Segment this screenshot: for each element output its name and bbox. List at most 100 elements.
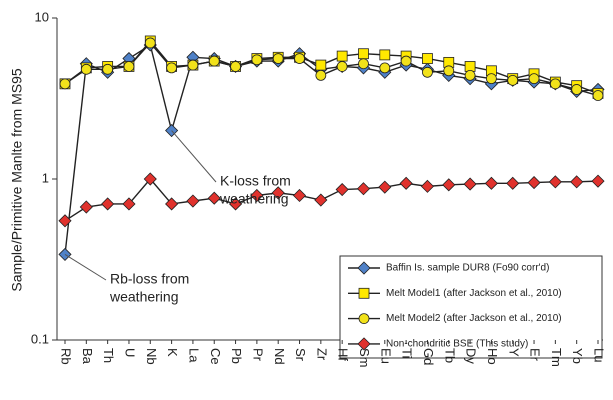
marker [336, 50, 348, 62]
marker [485, 73, 497, 85]
marker [143, 172, 157, 186]
marker [358, 287, 370, 299]
marker [102, 63, 114, 75]
annotation-text: weathering [219, 191, 289, 207]
marker [186, 194, 200, 208]
x-tick-label: Eu [378, 348, 393, 364]
x-tick-label: Tm [549, 348, 564, 367]
marker [271, 186, 285, 200]
legend-label: Melt Model1 (after Jackson et al., 2010) [386, 288, 562, 299]
marker [230, 61, 241, 72]
marker [549, 78, 561, 90]
annotation-text: weathering [109, 289, 179, 305]
marker [464, 70, 476, 81]
x-tick-label: Nb [144, 348, 159, 365]
marker [166, 62, 178, 74]
marker [422, 53, 433, 64]
marker [59, 78, 71, 90]
marker [422, 66, 433, 78]
marker [58, 214, 72, 228]
marker [548, 175, 562, 189]
x-tick-label: Yb [570, 348, 585, 364]
marker [358, 58, 369, 70]
marker [528, 73, 540, 85]
x-tick-label: Ho [485, 348, 500, 365]
marker [336, 61, 348, 72]
marker [208, 55, 220, 67]
annotation-leader [64, 254, 107, 281]
marker [251, 54, 263, 66]
marker [527, 176, 541, 190]
marker [442, 178, 456, 192]
series-line [64, 177, 599, 222]
marker [122, 197, 136, 211]
marker [123, 61, 135, 72]
x-tick-label: Sr [293, 348, 308, 362]
x-tick-label: Rb [59, 348, 74, 365]
marker [144, 37, 156, 49]
marker [335, 182, 349, 197]
marker [592, 90, 604, 101]
marker [443, 65, 455, 77]
marker [315, 59, 327, 71]
legend-label: Melt Model2 (after Jackson et al., 2010) [386, 313, 562, 324]
x-tick-label: Lu [592, 348, 607, 362]
marker [484, 176, 498, 190]
legend [339, 255, 603, 359]
marker [58, 247, 72, 261]
marker [399, 176, 413, 190]
marker [294, 53, 305, 64]
x-tick-label: Er [528, 348, 543, 362]
marker [507, 74, 519, 86]
marker [79, 200, 93, 214]
x-tick-label: Th [101, 348, 116, 363]
x-tick-label: Ba [80, 348, 95, 365]
marker [591, 174, 605, 188]
marker [357, 261, 371, 275]
marker [400, 55, 412, 67]
marker [379, 62, 391, 74]
marker [315, 70, 327, 81]
x-tick-label: U [123, 348, 138, 357]
marker [314, 193, 328, 207]
marker [463, 177, 477, 191]
marker [358, 48, 369, 60]
marker [378, 180, 392, 194]
marker [165, 197, 179, 211]
series-line [64, 41, 599, 97]
x-tick-label: Pr [250, 348, 265, 362]
legend-label: Non-chondritic BSE (This study) [386, 339, 528, 350]
y-axis-label: Sample/Primitive Manlte from MS95 [9, 68, 25, 292]
marker [420, 179, 435, 193]
y-tick-label: 0.1 [31, 331, 49, 346]
marker [207, 191, 221, 205]
marker [464, 61, 476, 72]
marker [571, 84, 583, 95]
marker [250, 188, 264, 203]
marker [506, 176, 520, 190]
marker [80, 63, 92, 75]
annotation-text: Rb-loss from [110, 271, 189, 287]
marker [356, 182, 371, 196]
x-tick-label: Y [506, 348, 521, 357]
x-tick-label: Hf [336, 348, 351, 361]
x-tick-label: Nd [272, 348, 287, 365]
y-tick-label: 10 [35, 9, 49, 24]
x-tick-label: Sm [357, 348, 372, 368]
marker [272, 53, 284, 64]
x-tick-label: Zr [314, 348, 329, 361]
marker [187, 59, 199, 71]
marker [357, 337, 371, 351]
y-tick-label: 1 [42, 170, 49, 185]
marker [228, 197, 243, 211]
marker [101, 197, 115, 211]
x-tick-label: Ce [208, 348, 223, 365]
legend-label: Baffin Is. sample DUR8 (Fo90 corr'd) [386, 263, 549, 274]
x-tick-label: Pb [229, 348, 244, 364]
x-tick-label: Ti [400, 348, 415, 358]
annotation-leader [171, 130, 217, 183]
marker [570, 175, 584, 189]
x-tick-label: La [186, 348, 201, 363]
annotation-text: K-loss from [220, 173, 291, 189]
